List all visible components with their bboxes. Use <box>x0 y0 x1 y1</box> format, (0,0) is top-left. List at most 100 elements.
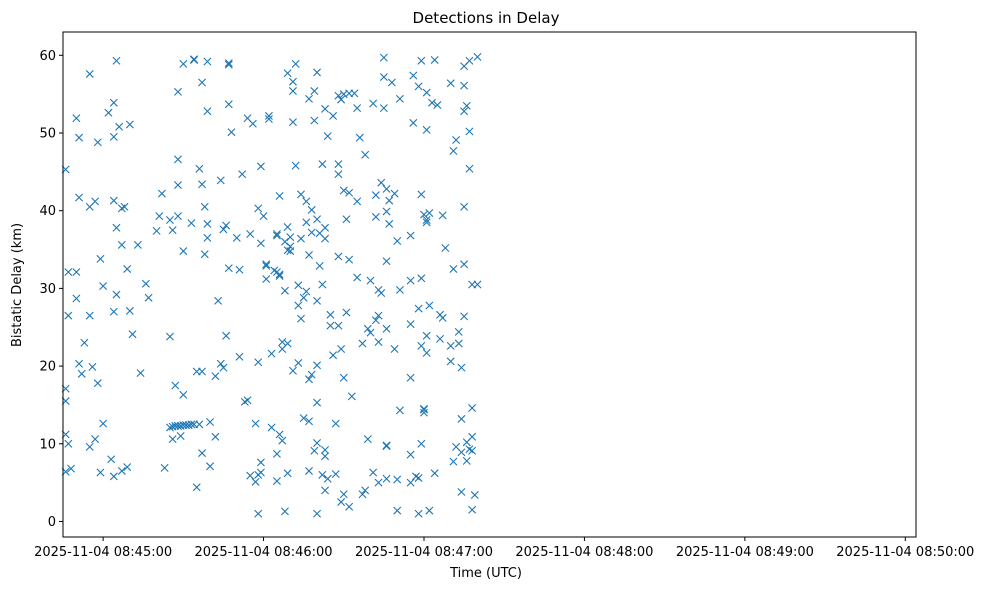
data-point-marker <box>473 280 482 289</box>
data-point-marker <box>393 475 402 484</box>
data-point-marker <box>361 486 370 495</box>
data-point-marker <box>457 414 466 423</box>
data-point-marker <box>141 279 150 288</box>
data-point-marker <box>387 78 396 87</box>
data-point-marker <box>342 215 351 224</box>
data-point-marker <box>294 301 303 310</box>
data-point-marker <box>64 268 73 277</box>
data-point-marker <box>109 307 118 316</box>
data-point-marker <box>264 111 273 120</box>
data-point-marker <box>446 357 455 366</box>
data-point-marker <box>195 164 204 173</box>
data-point-marker <box>406 450 415 459</box>
data-point-marker <box>339 490 348 499</box>
data-point-marker <box>310 446 319 455</box>
data-point-marker <box>377 289 386 298</box>
data-point-marker <box>190 55 199 64</box>
data-point-marker <box>374 311 383 320</box>
data-point-marker <box>307 370 316 379</box>
data-point-marker <box>385 219 394 228</box>
data-point-marker <box>248 119 257 128</box>
data-point-marker <box>302 218 311 227</box>
data-point-marker <box>321 486 330 495</box>
data-point-marker <box>334 91 343 100</box>
data-point-marker <box>449 146 458 155</box>
data-point-marker <box>379 73 388 82</box>
data-point-marker <box>280 286 289 295</box>
data-point-marker <box>334 252 343 261</box>
data-point-marker <box>395 406 404 415</box>
data-point-marker <box>313 509 322 518</box>
x-tick-label: 2025-11-04 08:50:00 <box>836 545 974 560</box>
data-point-marker <box>353 104 362 113</box>
data-point-marker <box>219 225 228 234</box>
chart-title: Detections in Delay <box>413 9 560 27</box>
data-point-marker <box>446 341 455 350</box>
data-point-marker <box>262 261 271 270</box>
data-point-marker <box>305 94 313 103</box>
data-point-marker <box>219 363 228 372</box>
data-point-marker <box>296 314 305 323</box>
data-point-marker <box>88 362 97 371</box>
data-point-marker <box>465 164 474 173</box>
x-tick-label: 2025-11-04 08:46:00 <box>195 545 333 560</box>
data-point-marker <box>465 127 474 136</box>
data-point-marker <box>67 464 76 473</box>
data-point-marker <box>206 418 215 427</box>
data-point-marker <box>75 359 84 368</box>
data-point-marker <box>422 218 431 227</box>
data-point-marker <box>85 69 94 78</box>
data-point-marker <box>288 366 297 375</box>
data-point-marker <box>278 338 287 346</box>
data-point-marker <box>321 223 330 232</box>
data-point-marker <box>179 247 188 256</box>
data-point-marker <box>334 170 343 179</box>
data-point-marker <box>460 81 469 90</box>
data-point-marker <box>224 60 233 69</box>
data-point-marker <box>331 470 340 479</box>
data-point-marker <box>361 150 370 159</box>
data-point-marker <box>187 420 196 429</box>
data-point-marker <box>425 506 434 515</box>
data-point-marker <box>157 189 166 198</box>
data-point-marker <box>275 430 284 439</box>
data-point-marker <box>222 221 231 230</box>
data-point-marker <box>390 344 399 353</box>
data-point-marker <box>337 344 346 353</box>
data-point-marker <box>382 207 391 216</box>
data-point-marker <box>179 59 188 68</box>
y-tick-label: 20 <box>39 360 56 375</box>
data-point-marker <box>275 271 284 280</box>
data-point-marker <box>136 369 145 378</box>
data-point-marker <box>198 449 207 458</box>
data-point-marker <box>165 216 174 225</box>
data-point-marker <box>313 296 322 305</box>
data-point-marker <box>286 233 295 242</box>
data-point-marker <box>345 188 354 197</box>
data-point-marker <box>283 69 292 78</box>
data-point-marker <box>395 94 404 103</box>
data-point-marker <box>216 359 225 368</box>
data-point-marker <box>462 101 471 110</box>
data-point-marker <box>422 216 431 225</box>
data-point-marker <box>272 230 281 238</box>
data-point-marker <box>294 281 303 290</box>
data-point-marker <box>395 285 404 294</box>
data-point-marker <box>321 452 330 461</box>
data-point-marker <box>206 462 215 471</box>
data-point-marker <box>321 234 330 243</box>
data-point-marker <box>256 162 265 171</box>
data-point-marker <box>371 191 380 200</box>
data-point-marker <box>107 455 116 464</box>
data-point-marker <box>125 306 134 315</box>
data-point-marker <box>168 435 177 444</box>
data-point-marker <box>406 478 415 487</box>
data-point-marker <box>321 445 330 454</box>
data-point-marker <box>406 231 415 240</box>
data-point-marker <box>305 466 313 475</box>
data-point-marker <box>195 420 204 429</box>
data-point-marker <box>457 487 466 496</box>
data-point-marker <box>120 202 129 211</box>
data-point-marker <box>310 87 319 96</box>
data-point-marker <box>307 205 316 214</box>
